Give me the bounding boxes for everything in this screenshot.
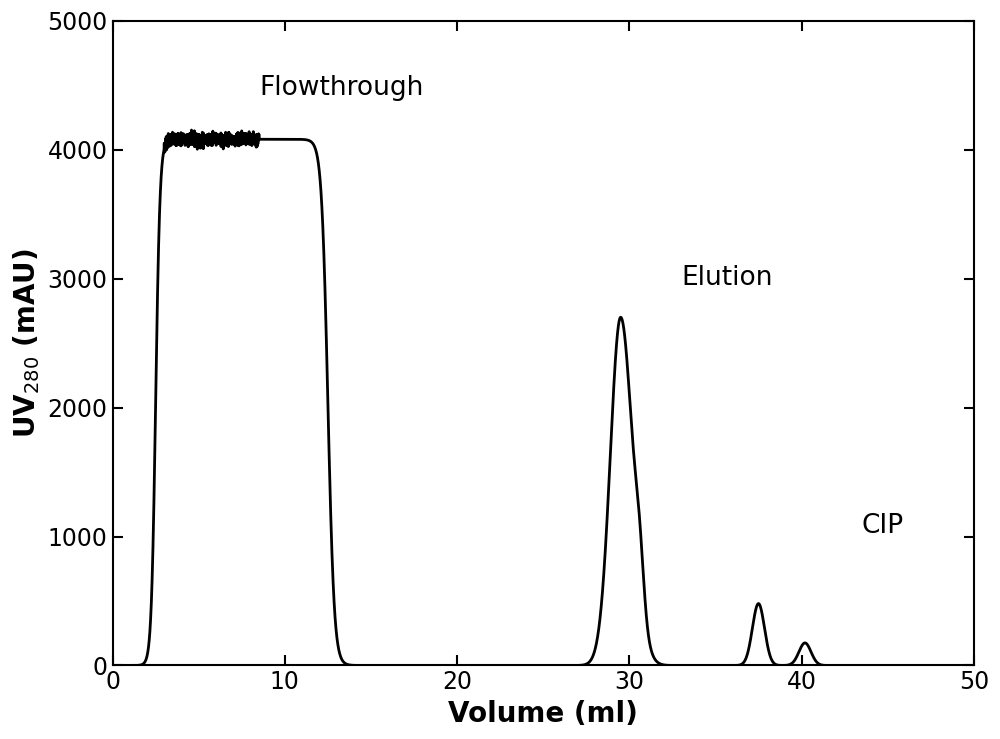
Text: Elution: Elution (681, 265, 772, 291)
Text: Flowthrough: Flowthrough (259, 75, 423, 101)
X-axis label: Volume (ml): Volume (ml) (448, 700, 638, 728)
Text: CIP: CIP (862, 513, 904, 539)
Y-axis label: UV$_{280}$ (mAU): UV$_{280}$ (mAU) (11, 248, 42, 438)
